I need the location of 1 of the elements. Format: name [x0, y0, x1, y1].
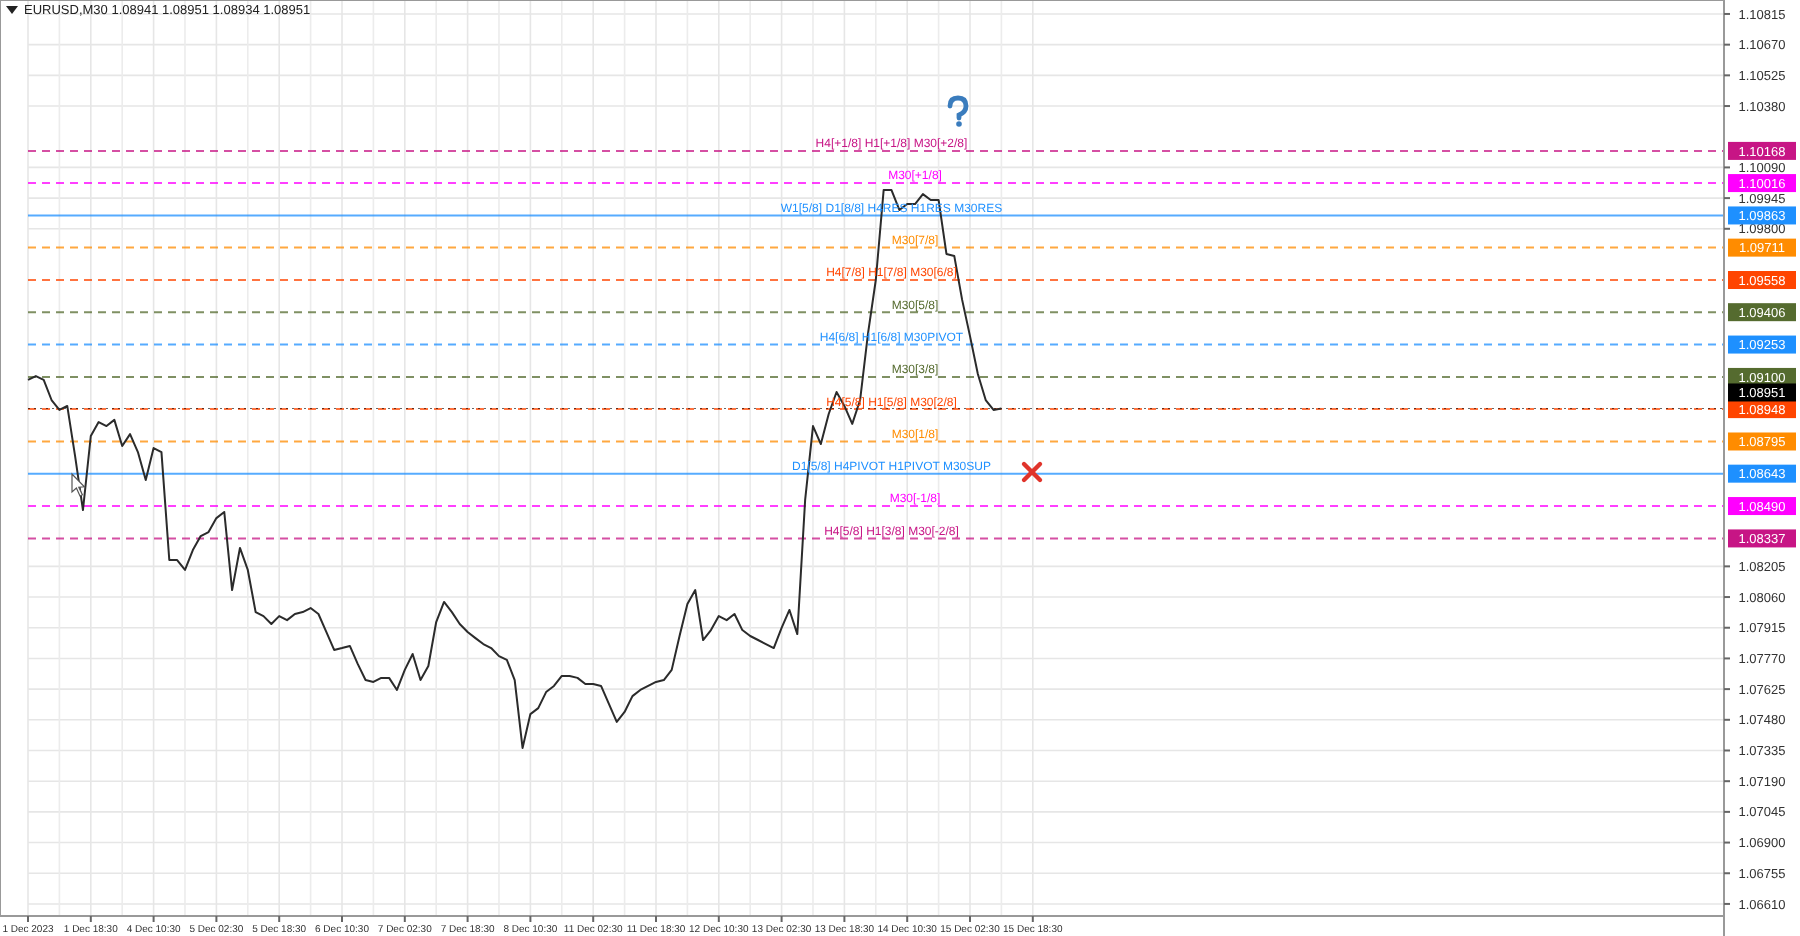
line-series	[27, 189, 1003, 749]
